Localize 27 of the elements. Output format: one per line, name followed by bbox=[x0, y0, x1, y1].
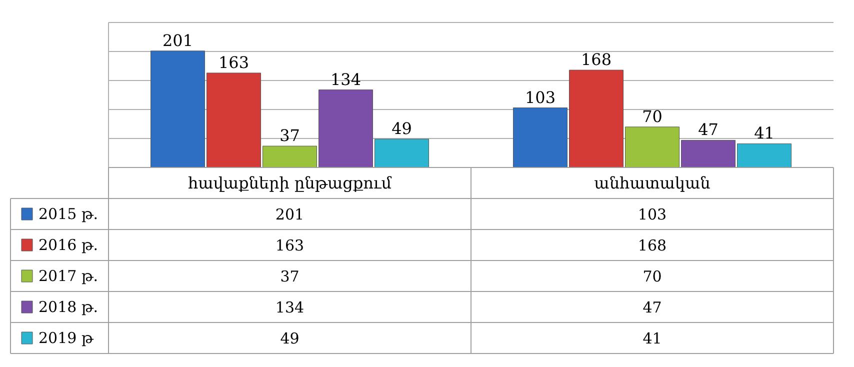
text: 47 bbox=[642, 298, 662, 316]
text: 41 bbox=[642, 330, 662, 348]
legend-label: 2016 թ. bbox=[38, 236, 98, 254]
legend-label: 2019 թ bbox=[38, 329, 94, 347]
text: 168 bbox=[638, 236, 667, 254]
data-label: 168 bbox=[580, 50, 612, 70]
x-tick-label: անհատական bbox=[594, 174, 710, 192]
data-label: 70 bbox=[642, 106, 662, 126]
data-label: 201 bbox=[162, 30, 194, 50]
data-label: 41 bbox=[754, 124, 774, 143]
text: 163 bbox=[275, 236, 304, 254]
legend-label: 2017 թ. bbox=[38, 267, 98, 285]
legend-label: 2015 թ. bbox=[38, 205, 98, 223]
data-label: 49 bbox=[392, 119, 412, 138]
data-label: 103 bbox=[524, 88, 556, 107]
text: 134 bbox=[275, 298, 304, 316]
text: 70 bbox=[642, 268, 662, 286]
data-label: 163 bbox=[218, 52, 250, 72]
data-label: 37 bbox=[280, 126, 300, 146]
text: 49 bbox=[280, 330, 300, 348]
legend-label: 2018 թ. bbox=[38, 298, 98, 316]
text: 201 bbox=[275, 206, 304, 224]
data-label: 134 bbox=[330, 70, 362, 89]
text: 37 bbox=[280, 268, 300, 286]
x-tick-label: հավաքների ընթացքում bbox=[188, 174, 392, 192]
data-label: 47 bbox=[698, 120, 718, 140]
text: 103 bbox=[638, 206, 667, 224]
